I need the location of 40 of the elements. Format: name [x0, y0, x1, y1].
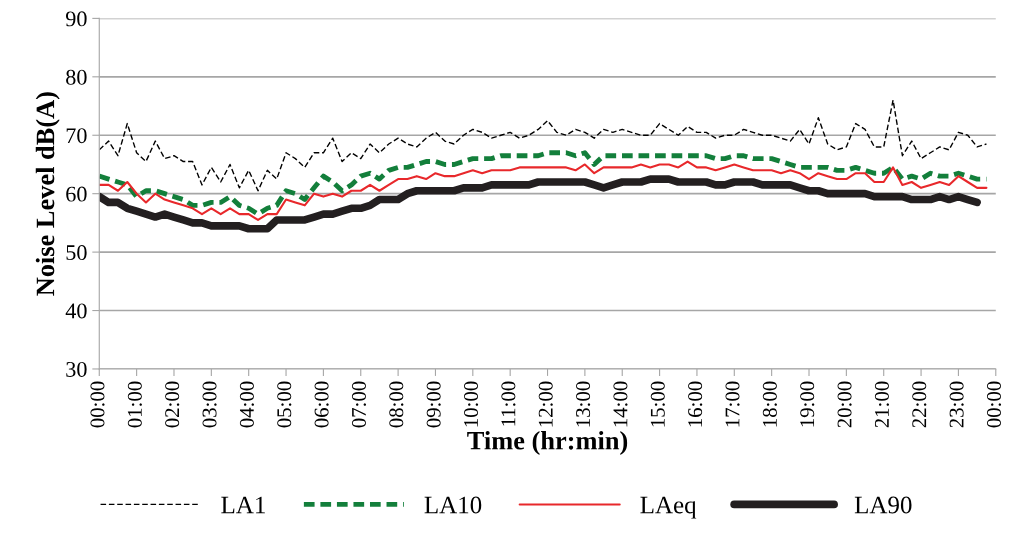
x-tick-label: 22:00	[912, 381, 927, 428]
x-tick-label: 05:00	[277, 381, 292, 428]
x-tick-label: 04:00	[239, 381, 254, 428]
x-tick-label: 18:00	[762, 381, 777, 427]
line-series	[99, 160, 988, 222]
y-tick-label: 70	[66, 128, 87, 144]
x-tick-label: 06:00	[314, 381, 329, 428]
x-tick-label: 17:00	[725, 381, 740, 427]
x-tick-label: 09:00	[426, 381, 441, 428]
x-tick-label: 21:00	[874, 381, 890, 428]
legend-label: LA1	[221, 496, 265, 514]
x-tick-label: 16:00	[688, 381, 703, 427]
x-tick-label: 20:00	[837, 381, 852, 428]
x-tick-label: 15:00	[650, 381, 665, 427]
legend-label: LAeq	[640, 496, 697, 519]
y-tick-label: 80	[66, 69, 87, 85]
x-tick-label: 11:00	[501, 381, 516, 426]
x-tick-label: 08:00	[389, 381, 404, 428]
x-axis-title: Time (hr:min)	[467, 431, 628, 455]
x-tick-label: 19:00	[800, 381, 815, 427]
x-tick-label: 01:00	[127, 381, 142, 428]
y-axis-title: Noise Level dB(A)	[35, 92, 60, 296]
x-tick-label: 00:00	[90, 381, 105, 428]
x-tick-label: 14:00	[613, 381, 628, 427]
x-tick-label: 07:00	[351, 381, 367, 428]
x-tick-label: 23:00	[949, 381, 964, 428]
y-tick-label: 50	[66, 245, 87, 261]
x-tick-label: 12:00	[538, 381, 553, 427]
x-tick-label: 03:00	[202, 381, 217, 428]
x-tick-label: 10:00	[463, 381, 479, 427]
x-tick-label: 13:00	[576, 381, 591, 427]
line-series	[99, 99, 988, 192]
legend-label: LA10	[424, 496, 482, 514]
x-tick-label: 02:00	[165, 381, 180, 428]
legend-label: LA90	[854, 496, 912, 514]
y-tick-label: 60	[66, 186, 87, 202]
y-tick-label: 30	[66, 361, 87, 377]
x-tick-label: 00:00	[986, 381, 1002, 428]
y-tick-label: 40	[65, 303, 87, 319]
y-tick-label: 90	[65, 11, 87, 27]
